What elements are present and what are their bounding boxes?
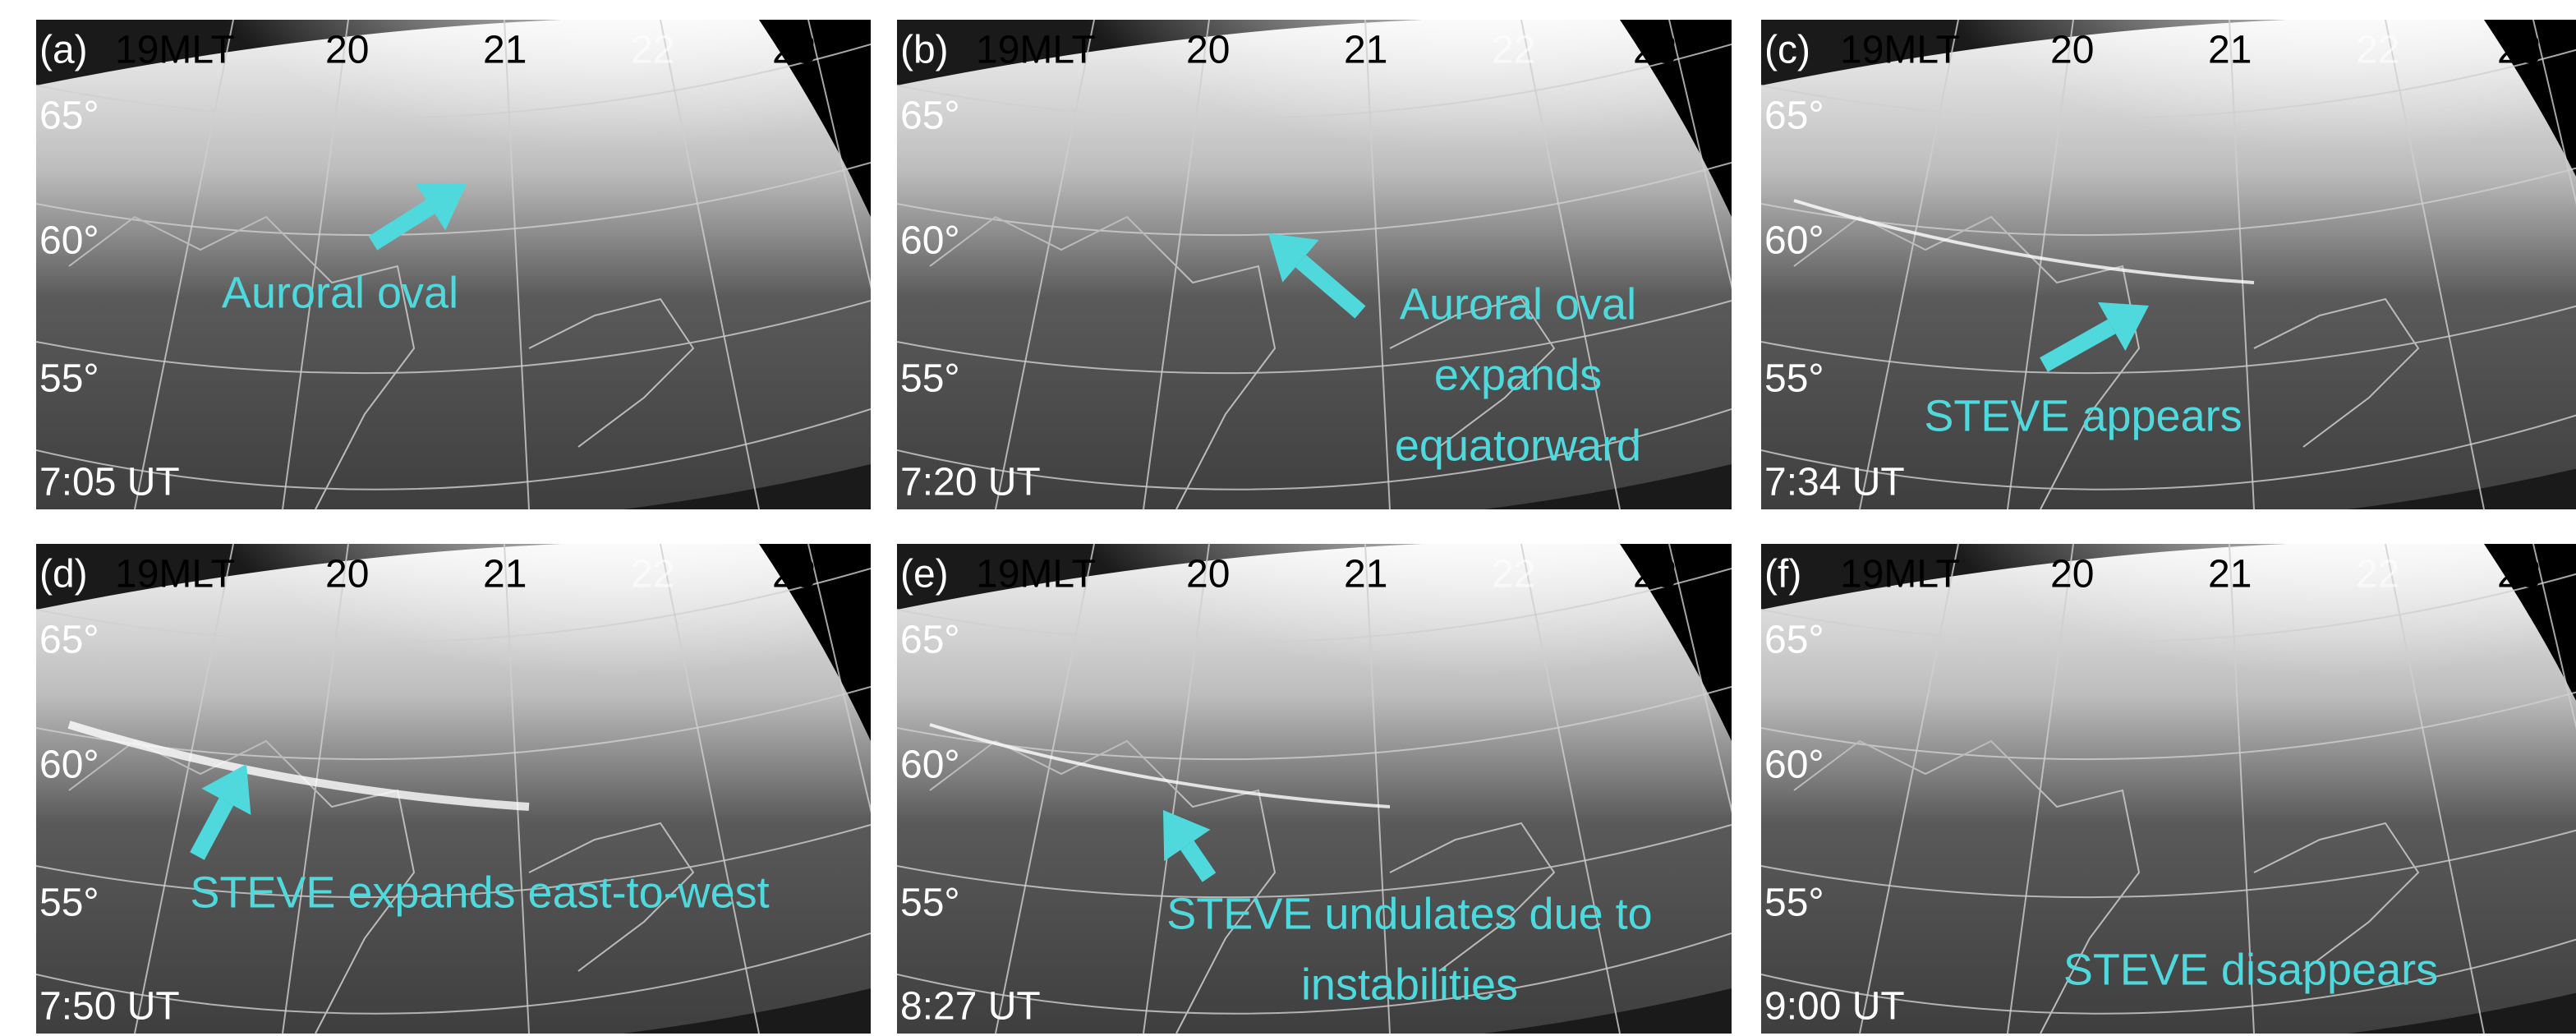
panel: (b) 19MLT 20 21 22 23 65° 60° 55° 7:20 UT Auroral … bbox=[897, 0, 1784, 527]
mlt-label: 23 bbox=[772, 29, 816, 72]
latitude-label: 65° bbox=[1764, 619, 1824, 662]
mlt-label: 22 bbox=[631, 553, 674, 596]
annotation: STEVE appears bbox=[1924, 391, 2242, 440]
annotation: STEVE disappears bbox=[2063, 945, 2438, 994]
page: (a) 19MLT 20 21 22 23 65° 60° 55° 7:05 UT Auroral … bbox=[0, 0, 2576, 1036]
mlt-label: 23 bbox=[2497, 553, 2541, 596]
figure: (a) 19MLT 20 21 22 23 65° 60° 55° 7:05 UT Auroral … bbox=[0, 0, 2576, 1036]
mlt-label: 21 bbox=[2208, 29, 2252, 72]
mlt-label: 22 bbox=[1492, 553, 1535, 596]
mlt-label: 19MLT bbox=[976, 553, 1096, 596]
latitude-label: 65° bbox=[900, 619, 960, 662]
panel-label: (b) bbox=[900, 29, 949, 72]
mlt-label: 22 bbox=[2356, 553, 2399, 596]
mlt-label: 19MLT bbox=[115, 553, 235, 596]
mlt-label: 20 bbox=[1186, 553, 1230, 596]
mlt-label: 23 bbox=[772, 553, 816, 596]
mlt-label: 19MLT bbox=[115, 29, 235, 72]
time-label: 7:34 UT bbox=[1764, 461, 1905, 504]
panel: (e) 19MLT 20 21 22 23 65° 60° 55° 8:27 UT STEVE un… bbox=[897, 478, 1784, 1036]
annotation: equatorward bbox=[1395, 421, 1641, 470]
time-label: 7:50 UT bbox=[39, 985, 180, 1029]
panel-label: (f) bbox=[1764, 553, 1801, 596]
mlt-label: 20 bbox=[325, 29, 369, 72]
mlt-label: 21 bbox=[1344, 553, 1387, 596]
panel-label: (d) bbox=[39, 553, 88, 596]
latitude-label: 65° bbox=[1764, 94, 1824, 138]
mlt-label: 20 bbox=[2050, 553, 2094, 596]
annotation: expands bbox=[1434, 350, 1602, 399]
latitude-label: 55° bbox=[900, 882, 960, 925]
mlt-label: 20 bbox=[325, 553, 369, 596]
latitude-label: 55° bbox=[900, 357, 960, 401]
annotation: Auroral oval bbox=[1400, 279, 1636, 329]
mlt-label: 22 bbox=[1492, 29, 1535, 72]
latitude-label: 55° bbox=[39, 882, 99, 925]
latitude-label: 60° bbox=[900, 744, 960, 787]
mlt-label: 21 bbox=[2208, 553, 2252, 596]
mlt-label: 21 bbox=[1344, 29, 1387, 72]
mlt-label: 19MLT bbox=[1840, 29, 1960, 72]
annotation: STEVE undulates due to bbox=[1166, 889, 1652, 938]
time-label: 8:27 UT bbox=[900, 985, 1041, 1029]
time-label: 9:00 UT bbox=[1764, 985, 1905, 1029]
annotation: STEVE expands east-to-west bbox=[190, 868, 769, 917]
mlt-label: 20 bbox=[2050, 29, 2094, 72]
latitude-label: 60° bbox=[900, 219, 960, 263]
panel: (a) 19MLT 20 21 22 23 65° 60° 55° 7:05 UT Auroral … bbox=[36, 0, 923, 527]
panel-label: (e) bbox=[900, 553, 949, 596]
latitude-label: 55° bbox=[1764, 882, 1824, 925]
mlt-label: 22 bbox=[2356, 29, 2399, 72]
panel: (f) 19MLT 20 21 22 23 65° 60° 55° 9:00 UT STEVE di… bbox=[1761, 478, 2576, 1036]
latitude-label: 60° bbox=[39, 744, 99, 787]
time-label: 7:20 UT bbox=[900, 461, 1041, 504]
mlt-label: 23 bbox=[1633, 29, 1677, 72]
annotation: instabilities bbox=[1301, 960, 1518, 1009]
mlt-label: 19MLT bbox=[976, 29, 1096, 72]
mlt-label: 20 bbox=[1186, 29, 1230, 72]
panel: (c) 19MLT 20 21 22 23 65° 60° 55° 7:34 UT STEVE ap… bbox=[1761, 0, 2576, 527]
mlt-label: 23 bbox=[2497, 29, 2541, 72]
mlt-label: 23 bbox=[1633, 553, 1677, 596]
latitude-label: 65° bbox=[39, 619, 99, 662]
latitude-label: 55° bbox=[1764, 357, 1824, 401]
panel: (d) 19MLT 20 21 22 23 65° 60° 55° 7:50 UT STEVE ex… bbox=[36, 478, 923, 1036]
latitude-label: 55° bbox=[39, 357, 99, 401]
latitude-label: 65° bbox=[900, 94, 960, 138]
mlt-label: 22 bbox=[631, 29, 674, 72]
mlt-label: 19MLT bbox=[1840, 553, 1960, 596]
panel-label: (c) bbox=[1764, 29, 1810, 72]
latitude-label: 65° bbox=[39, 94, 99, 138]
mlt-label: 21 bbox=[483, 553, 527, 596]
latitude-label: 60° bbox=[1764, 219, 1824, 263]
time-label: 7:05 UT bbox=[39, 461, 180, 504]
latitude-label: 60° bbox=[39, 219, 99, 263]
annotation: Auroral oval bbox=[222, 268, 458, 317]
mlt-label: 21 bbox=[483, 29, 527, 72]
latitude-label: 60° bbox=[1764, 744, 1824, 787]
panel-label: (a) bbox=[39, 29, 88, 72]
